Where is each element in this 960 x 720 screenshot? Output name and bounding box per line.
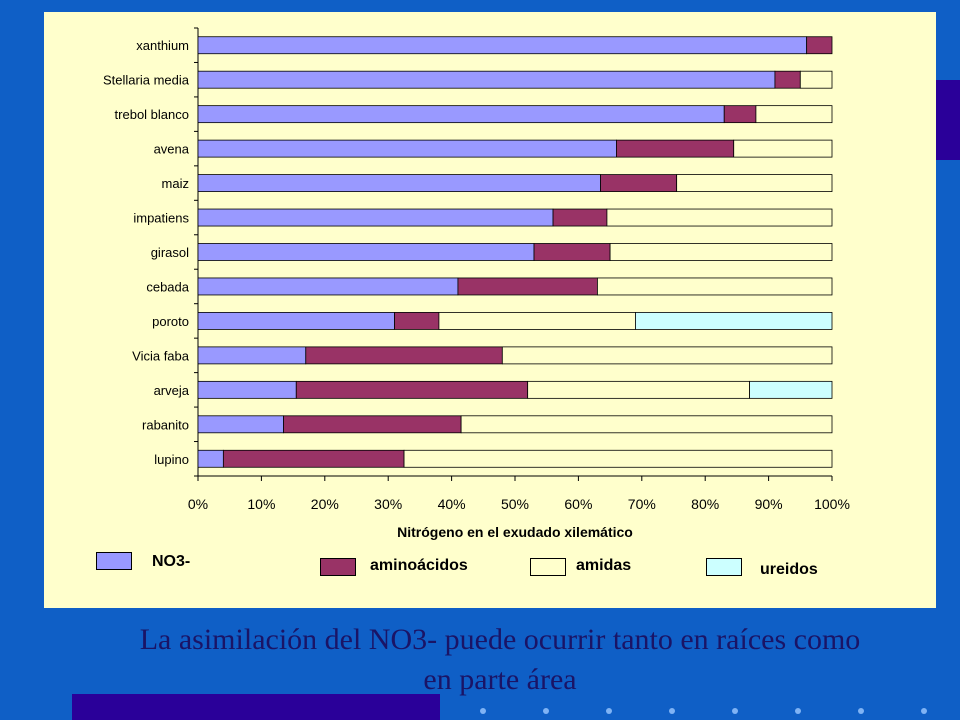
y-category-label: maiz — [162, 176, 189, 191]
x-tick-label: 20% — [311, 496, 339, 512]
bar-segment — [197, 415, 284, 434]
bar-segment — [749, 380, 833, 399]
bar-segment — [197, 139, 617, 158]
bar-segment — [755, 105, 833, 124]
caption-line-1: La asimilación del NO3- puede ocurrir ta… — [139, 623, 861, 656]
bar-segment — [600, 174, 678, 192]
bar-segment — [283, 415, 462, 434]
decorative-dot — [480, 708, 486, 714]
chart-panel: 0% 10% 20% 30% 40% 50% 60% 70% 80% 90% 100% Nitróge… — [44, 12, 936, 608]
x-axis-title: Nitrógeno en el exudado xilemático — [397, 524, 633, 540]
y-category-label: impatiens — [133, 211, 189, 226]
legend-swatch-aminoacidos — [320, 558, 356, 576]
decorative-dot — [732, 708, 738, 714]
x-tick-label: 100% — [814, 496, 850, 512]
legend-label-aminoacidos: aminoácidos — [370, 557, 468, 574]
bar-segment — [457, 277, 598, 296]
bar-segment — [635, 312, 833, 330]
decorative-dot — [606, 708, 612, 714]
decorative-dot — [858, 708, 864, 714]
caption-line-2: en parte área — [423, 663, 577, 696]
decorative-dots — [480, 708, 950, 716]
bar-segment — [197, 312, 395, 330]
bar-segment — [197, 380, 297, 399]
bar-segment — [394, 312, 440, 330]
bar-segment — [676, 174, 833, 192]
y-category-label: cebada — [146, 279, 189, 294]
bar-segment — [222, 449, 405, 468]
y-category-label: Stellaria media — [103, 73, 190, 88]
legend-label-ureidos: ureidos — [760, 561, 818, 578]
bar-segment — [438, 312, 636, 330]
bar-segment — [197, 277, 459, 296]
slide-caption: La asimilación del NO3- puede ocurrir ta… — [40, 620, 960, 700]
bar-segment — [197, 70, 776, 89]
x-tick-label: 40% — [438, 496, 466, 512]
x-tick-label: 60% — [564, 496, 592, 512]
decorative-bar-bottom — [72, 694, 440, 720]
legend-label-no3: NO3- — [152, 553, 191, 570]
bar-segment — [305, 346, 503, 365]
y-category-label: lupino — [154, 452, 189, 467]
bar-segment — [460, 415, 833, 434]
y-category-label: arveja — [154, 383, 190, 398]
y-category-label: poroto — [152, 314, 189, 329]
decorative-dot — [795, 708, 801, 714]
bar-segment — [723, 105, 757, 124]
bar-segment — [527, 380, 750, 399]
bar-segment — [197, 105, 725, 124]
bar-segment — [552, 208, 608, 227]
bar-segment — [799, 70, 833, 89]
bar-segment — [403, 449, 833, 468]
bar-segment — [609, 243, 833, 261]
x-tick-label: 30% — [374, 496, 402, 512]
x-tick-label: 90% — [755, 496, 783, 512]
x-tick-label: 0% — [188, 496, 208, 512]
decorative-bar-right — [936, 80, 960, 160]
x-tick-label: 80% — [691, 496, 719, 512]
bar-segment — [197, 208, 554, 227]
bar-segment — [197, 174, 601, 192]
decorative-dot — [921, 708, 927, 714]
x-tick-label: 70% — [628, 496, 656, 512]
bar-segment — [197, 243, 535, 261]
y-category-label: Vicia faba — [132, 348, 190, 363]
bar-segment — [597, 277, 833, 296]
legend-swatch-ureidos — [706, 558, 742, 576]
legend-label-amidas: amidas — [576, 557, 632, 574]
bar-segment — [197, 449, 224, 468]
legend-swatch-amidas — [530, 558, 566, 576]
legend-swatch-no3 — [96, 552, 132, 570]
bar-segment — [733, 139, 833, 158]
bar-segment — [295, 380, 529, 399]
y-category-label: girasol — [151, 245, 189, 260]
stacked-bar-chart: 0% 10% 20% 30% 40% 50% 60% 70% 80% 90% 100% Nitróge… — [103, 27, 850, 540]
bar-segment — [774, 70, 801, 89]
bar-segment — [806, 36, 833, 55]
decorative-dot — [669, 708, 675, 714]
x-tick-label: 10% — [247, 496, 275, 512]
bar-segment — [197, 346, 307, 365]
bar-segment — [533, 243, 611, 261]
y-category-label: xanthium — [136, 38, 189, 53]
bar-segment — [197, 36, 808, 55]
x-tick-label: 50% — [501, 496, 529, 512]
decorative-dot — [543, 708, 549, 714]
bar-segment — [616, 139, 735, 158]
bar-segment — [501, 346, 833, 365]
y-category-label: avena — [154, 142, 190, 157]
y-category-label: rabanito — [142, 417, 189, 432]
bar-segment — [606, 208, 833, 227]
y-category-label: trebol blanco — [115, 107, 189, 122]
